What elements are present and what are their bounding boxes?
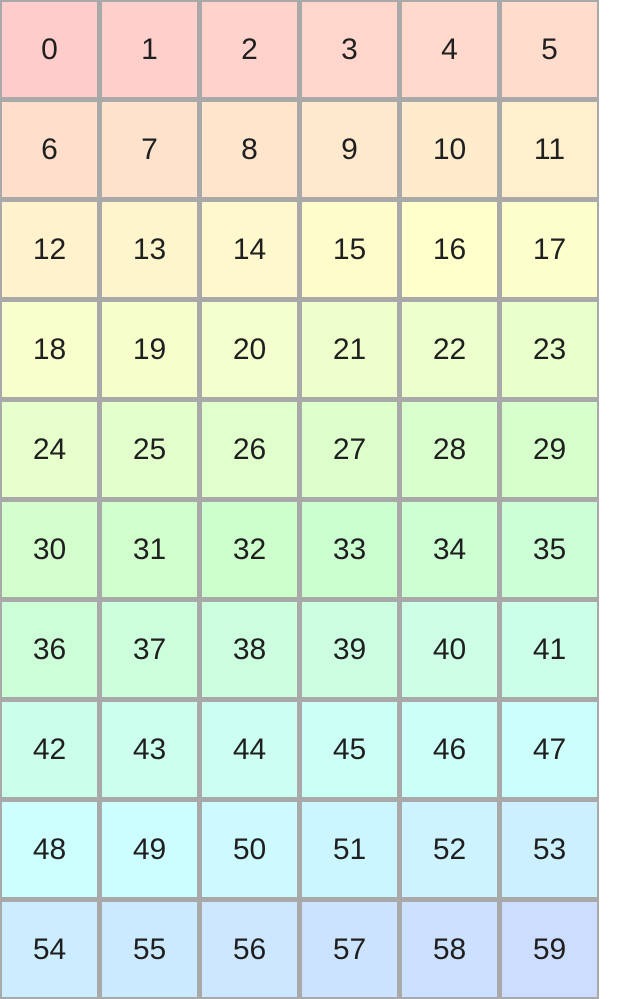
grid-cell-49[interactable]: 49 [102, 802, 197, 897]
grid-cell-31[interactable]: 31 [102, 502, 197, 597]
grid-cell-44[interactable]: 44 [202, 702, 297, 797]
grid-cell-9[interactable]: 9 [302, 102, 397, 197]
grid-cell-41[interactable]: 41 [502, 602, 597, 697]
grid-cell-39[interactable]: 39 [302, 602, 397, 697]
grid-cell-35[interactable]: 35 [502, 502, 597, 597]
grid-cell-57[interactable]: 57 [302, 902, 397, 997]
grid-cell-56[interactable]: 56 [202, 902, 297, 997]
grid-cell-4[interactable]: 4 [402, 2, 497, 97]
grid-cell-53[interactable]: 53 [502, 802, 597, 897]
grid-cell-27[interactable]: 27 [302, 402, 397, 497]
grid-cell-38[interactable]: 38 [202, 602, 297, 697]
grid-cell-10[interactable]: 10 [402, 102, 497, 197]
grid-cell-48[interactable]: 48 [2, 802, 97, 897]
grid-cell-23[interactable]: 23 [502, 302, 597, 397]
grid-cell-3[interactable]: 3 [302, 2, 397, 97]
grid-cell-17[interactable]: 17 [502, 202, 597, 297]
grid-cell-26[interactable]: 26 [202, 402, 297, 497]
grid-cell-7[interactable]: 7 [102, 102, 197, 197]
grid-cell-19[interactable]: 19 [102, 302, 197, 397]
grid-cell-2[interactable]: 2 [202, 2, 297, 97]
grid-cell-58[interactable]: 58 [402, 902, 497, 997]
grid-cell-14[interactable]: 14 [202, 202, 297, 297]
grid-cell-29[interactable]: 29 [502, 402, 597, 497]
grid-cell-28[interactable]: 28 [402, 402, 497, 497]
grid-cell-15[interactable]: 15 [302, 202, 397, 297]
grid-cell-47[interactable]: 47 [502, 702, 597, 797]
grid-cell-25[interactable]: 25 [102, 402, 197, 497]
grid-cell-8[interactable]: 8 [202, 102, 297, 197]
grid-cell-20[interactable]: 20 [202, 302, 297, 397]
grid-cell-5[interactable]: 5 [502, 2, 597, 97]
grid-cell-33[interactable]: 33 [302, 502, 397, 597]
grid-cell-40[interactable]: 40 [402, 602, 497, 697]
grid-cell-18[interactable]: 18 [2, 302, 97, 397]
color-number-grid: 0 1 2 3 4 5 6 7 8 9 10 11 12 13 14 15 16 17 18 19 20 21 22 23 24… [0, 0, 599, 999]
grid-cell-45[interactable]: 45 [302, 702, 397, 797]
grid-cell-13[interactable]: 13 [102, 202, 197, 297]
grid-cell-42[interactable]: 42 [2, 702, 97, 797]
grid-cell-34[interactable]: 34 [402, 502, 497, 597]
grid-cell-24[interactable]: 24 [2, 402, 97, 497]
grid-cell-52[interactable]: 52 [402, 802, 497, 897]
grid-cell-16[interactable]: 16 [402, 202, 497, 297]
grid-cell-51[interactable]: 51 [302, 802, 397, 897]
grid-cell-21[interactable]: 21 [302, 302, 397, 397]
grid-cell-6[interactable]: 6 [2, 102, 97, 197]
grid-cell-46[interactable]: 46 [402, 702, 497, 797]
grid-cell-1[interactable]: 1 [102, 2, 197, 97]
grid-cell-12[interactable]: 12 [2, 202, 97, 297]
grid-cell-37[interactable]: 37 [102, 602, 197, 697]
grid-cell-36[interactable]: 36 [2, 602, 97, 697]
grid-cell-54[interactable]: 54 [2, 902, 97, 997]
grid-cell-0[interactable]: 0 [2, 2, 97, 97]
grid-cell-59[interactable]: 59 [502, 902, 597, 997]
grid-cell-22[interactable]: 22 [402, 302, 497, 397]
grid-cell-30[interactable]: 30 [2, 502, 97, 597]
grid-cell-43[interactable]: 43 [102, 702, 197, 797]
grid-cell-50[interactable]: 50 [202, 802, 297, 897]
grid-cell-55[interactable]: 55 [102, 902, 197, 997]
grid-cell-32[interactable]: 32 [202, 502, 297, 597]
grid-cell-11[interactable]: 11 [502, 102, 597, 197]
